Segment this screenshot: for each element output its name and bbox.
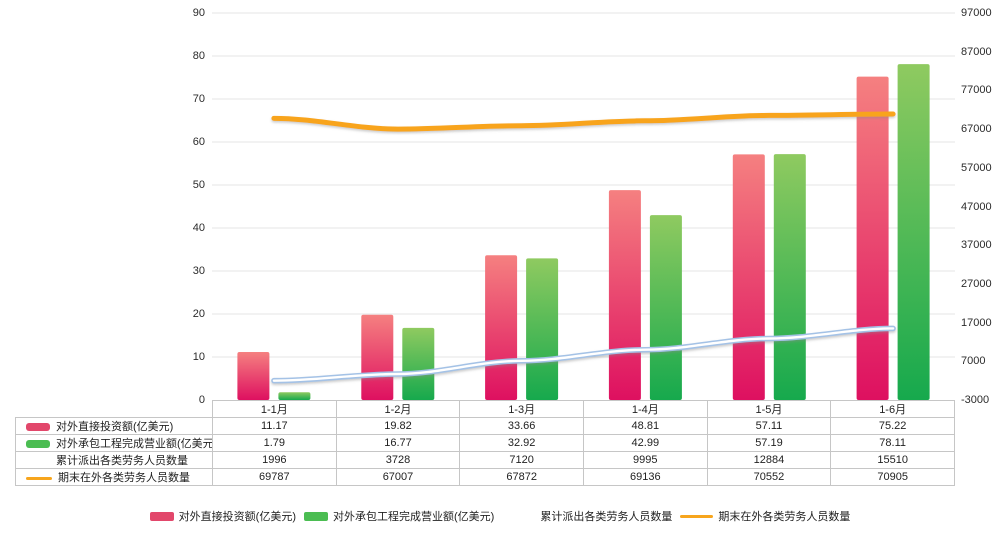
bar-swatch-pink-icon <box>26 423 50 432</box>
right-axis-tick: 87000 <box>961 45 992 58</box>
bar-swatch-green-icon <box>304 511 328 521</box>
table-row: 对外承包工程完成营业额(亿美元) 1.79 16.77 32.92 42.99 57.19… <box>15 434 955 452</box>
legend-item[interactable]: 期末在外各类劳务人员数量 <box>680 508 850 524</box>
value-cell: 78.11 <box>830 434 955 452</box>
bar-segment <box>773 154 806 400</box>
bar-swatch-pink-icon <box>149 511 174 521</box>
bar-swatch-green-icon <box>26 440 50 449</box>
value-cell: 16.77 <box>335 434 461 452</box>
series-label-cell: 对外承包工程完成营业额(亿美元) <box>15 434 213 452</box>
bar-segment <box>856 76 889 400</box>
bar-segment <box>278 392 311 400</box>
category-header: 1-6月 <box>830 400 955 418</box>
bar-segment <box>237 352 270 400</box>
value-cell: 9995 <box>582 451 708 469</box>
value-cell: 3728 <box>335 451 461 469</box>
legend: 对外直接投资额(亿美元) 对外承包工程完成营业额(亿美元) 累计派出各类劳务人员数量… <box>0 508 1000 524</box>
right-axis-tick: 7000 <box>961 355 986 368</box>
left-axis-tick: 90 <box>192 7 205 19</box>
value-cell: 19.82 <box>335 417 461 435</box>
series-label: 对外直接投资额(亿美元) <box>56 421 174 433</box>
right-axis-tick: 47000 <box>961 200 992 213</box>
value-cell: 69787 <box>212 468 337 486</box>
value-cell: 67872 <box>459 468 584 486</box>
value-cell: 12884 <box>706 451 832 469</box>
category-header: 1-1月 <box>212 400 337 418</box>
table-row: 累计派出各类劳务人员数量 1996 3728 7120 9995 12884 15510 <box>15 451 955 469</box>
data-table: 1-1月 1-2月 1-3月 1-4月 1-5月 1-6月对外直接投资额(亿美元) 11.1… <box>15 400 955 486</box>
line-swatch-orange-icon <box>26 476 52 480</box>
left-axis-tick: 50 <box>192 179 205 191</box>
series-label-cell: 累计派出各类劳务人员数量 <box>15 451 213 469</box>
value-cell: 70552 <box>706 468 832 486</box>
right-axis-tick: 17000 <box>961 316 992 329</box>
table-corner-cell <box>15 400 213 418</box>
legend-item[interactable]: 对外承包工程完成营业额(亿美元) <box>304 508 494 524</box>
line-swatch-blank-icon <box>502 515 535 518</box>
bar-segment <box>732 154 765 400</box>
table-row: 对外直接投资额(亿美元) 11.17 19.82 33.66 48.81 57.11 75.… <box>15 417 955 435</box>
series-label-cell: 期末在外各类劳务人员数量 <box>15 468 213 486</box>
bar-segment <box>526 258 559 400</box>
series-label: 累计派出各类劳务人员数量 <box>56 455 188 467</box>
table-row: 期末在外各类劳务人员数量 69787 67007 67872 69136 70552 709… <box>15 468 955 486</box>
right-axis-tick: 37000 <box>961 239 992 252</box>
category-header: 1-2月 <box>335 400 461 418</box>
category-header: 1-3月 <box>459 400 584 418</box>
value-cell: 70905 <box>830 468 955 486</box>
value-cell: 69136 <box>582 468 708 486</box>
value-cell: 33.66 <box>459 417 584 435</box>
right-axis-tick: 77000 <box>961 84 992 97</box>
left-axis-tick: 70 <box>192 93 205 105</box>
value-cell: 1.79 <box>212 434 337 452</box>
value-cell: 75.22 <box>830 417 955 435</box>
bar-segment <box>897 64 930 400</box>
bar-segment <box>649 215 682 400</box>
legend-label: 对外承包工程完成营业额(亿美元) <box>333 511 495 523</box>
value-cell: 57.19 <box>706 434 832 452</box>
value-cell: 32.92 <box>459 434 584 452</box>
right-axis-tick: 27000 <box>961 277 992 290</box>
left-axis-tick: 0 <box>198 394 205 406</box>
value-cell: 57.11 <box>706 417 832 435</box>
legend-label: 对外直接投资额(亿美元) <box>178 511 296 523</box>
value-cell: 11.17 <box>212 417 337 435</box>
legend-item[interactable]: 累计派出各类劳务人员数量 <box>502 508 672 524</box>
value-cell: 1996 <box>212 451 337 469</box>
legend-label: 累计派出各类劳务人员数量 <box>540 511 673 523</box>
legend-label: 期末在外各类劳务人员数量 <box>718 511 851 523</box>
value-cell: 42.99 <box>582 434 708 452</box>
right-axis-tick: 97000 <box>961 7 992 19</box>
line-series-orange <box>271 111 896 132</box>
category-header: 1-5月 <box>706 400 832 418</box>
value-cell: 7120 <box>459 451 584 469</box>
right-axis-tick: -3000 <box>961 394 990 406</box>
left-axis-tick: 40 <box>192 222 205 234</box>
value-cell: 48.81 <box>582 417 708 435</box>
series-label: 期末在外各类劳务人员数量 <box>58 472 190 484</box>
value-cell: 67007 <box>335 468 461 486</box>
left-axis-tick: 30 <box>192 265 205 277</box>
left-axis-tick: 10 <box>192 351 205 363</box>
line-swatch-blank-icon <box>26 457 50 465</box>
line-swatch-orange-icon <box>680 514 714 518</box>
series-label-cell: 对外直接投资额(亿美元) <box>15 417 213 435</box>
bar-segment <box>402 327 435 400</box>
right-axis-tick: 57000 <box>961 161 992 174</box>
left-axis-tick: 20 <box>192 308 205 320</box>
value-cell: 15510 <box>830 451 955 469</box>
right-axis-tick: 67000 <box>961 123 992 136</box>
bar-segment <box>485 255 518 400</box>
category-header: 1-4月 <box>582 400 708 418</box>
bar-segment <box>361 314 394 400</box>
line-series-blue-core <box>272 327 895 382</box>
left-axis-tick: 80 <box>192 50 205 62</box>
left-axis-tick: 60 <box>192 136 205 148</box>
series-label: 对外承包工程完成营业额(亿美元) <box>56 438 213 450</box>
bar-segment <box>608 190 641 400</box>
legend-item[interactable]: 对外直接投资额(亿美元) <box>149 508 296 524</box>
